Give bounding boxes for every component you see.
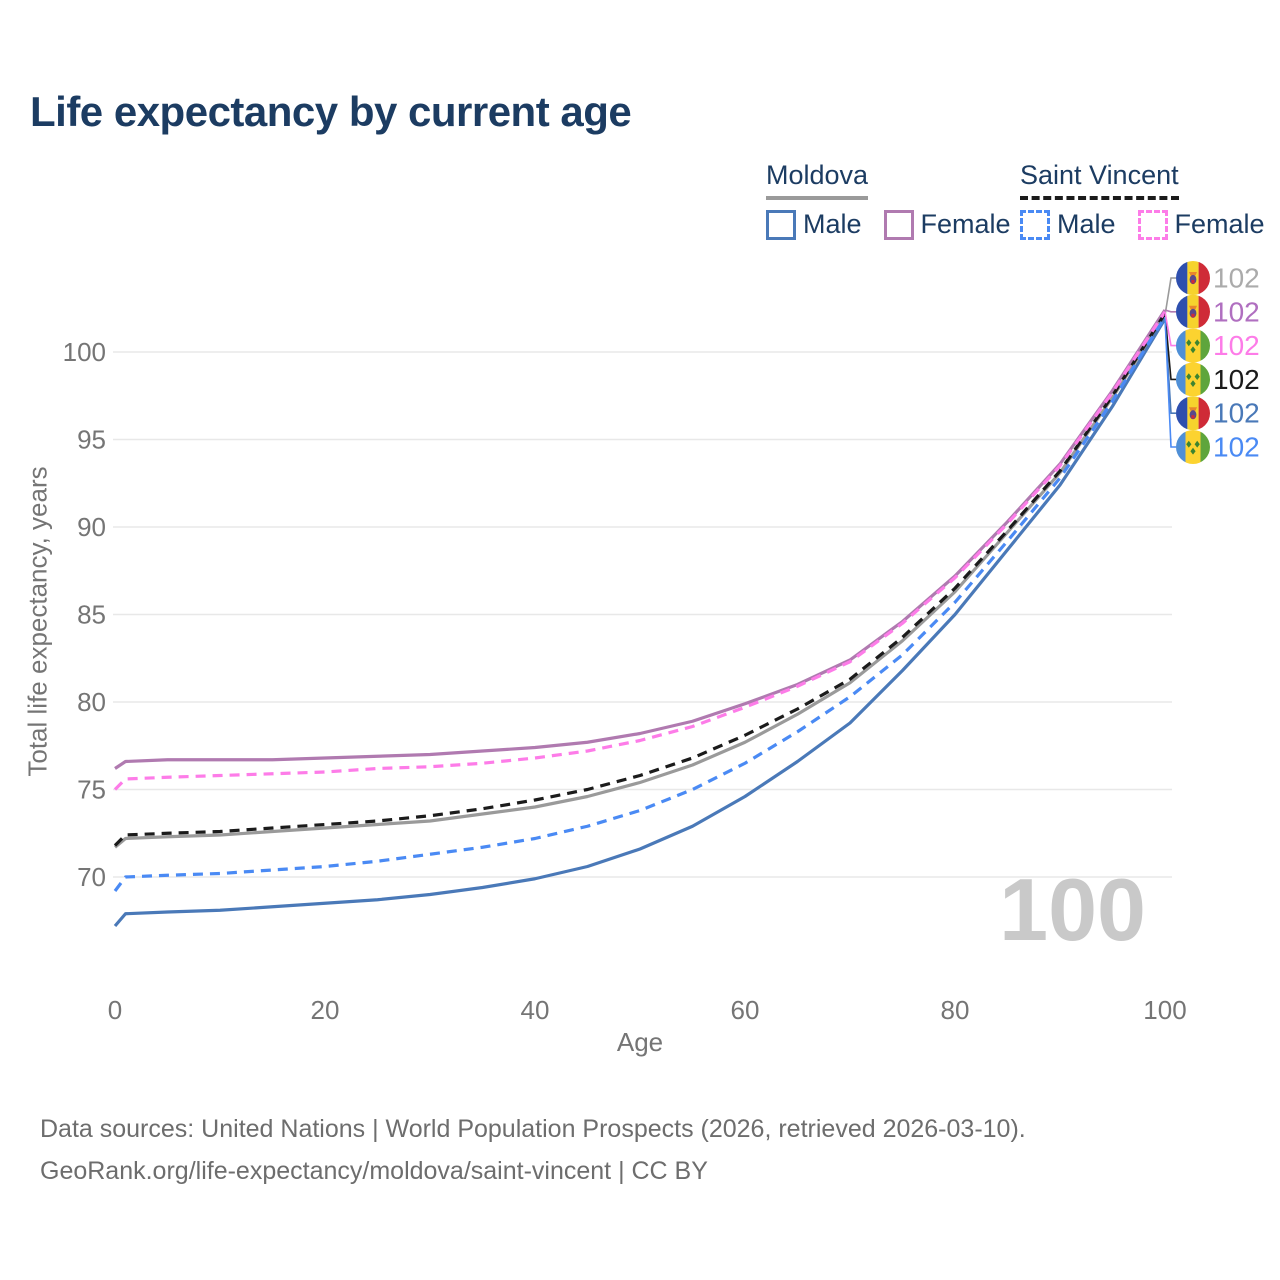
x-tick-label: 60 — [731, 995, 760, 1025]
series-line-moldova-female[interactable] — [114, 309, 1167, 770]
footer-attribution: Data sources: United Nations | World Pop… — [40, 1108, 1026, 1192]
legend-items-moldova: Male Female — [766, 209, 1011, 240]
legend-group-moldova: Moldova Male Female — [766, 160, 1011, 240]
data-sources-line: Data sources: United Nations | World Pop… — [40, 1115, 1026, 1143]
series-line-moldova-male[interactable] — [113, 317, 1167, 928]
legend-label-moldova-female: Female — [920, 209, 1011, 239]
legend-swatch-moldova-female-icon — [883, 209, 914, 240]
legend-swatch-saint-vincent-male-icon — [1020, 209, 1050, 240]
series-line-moldova-both[interactable] — [113, 314, 1167, 849]
y-tick-label: 100 — [63, 337, 106, 367]
flag-saint-vincent-icon — [1176, 362, 1210, 397]
legend-item-moldova-female[interactable]: Female — [883, 209, 1011, 240]
legend-header-moldova[interactable]: Moldova — [766, 160, 869, 200]
flag-moldova-icon — [1176, 261, 1210, 295]
flag-moldova-icon — [1176, 396, 1210, 431]
end-value-label-saint-vincent-female: 102 — [1213, 330, 1260, 361]
y-tick-label: 95 — [77, 425, 106, 455]
end-value-label-moldova-female: 102 — [1213, 296, 1260, 327]
y-tick-label: 70 — [77, 862, 106, 892]
leader-line — [1164, 311, 1176, 347]
legend-label-saint-vincent-female: Female — [1174, 209, 1265, 239]
x-tick-label: 100 — [1143, 995, 1186, 1025]
y-tick-label: 85 — [77, 600, 106, 630]
x-tick-label: 40 — [521, 995, 550, 1025]
y-tick-label: 90 — [77, 512, 106, 542]
legend-swatch-saint-vincent-female-icon — [1137, 209, 1168, 240]
legend-header-saint-vincent[interactable]: Saint Vincent — [1020, 160, 1179, 200]
end-value-label-moldova-male: 102 — [1213, 398, 1260, 429]
hovered-age-watermark: 100 — [999, 860, 1146, 959]
flag-saint-vincent-icon — [1176, 328, 1210, 363]
leader-line — [1164, 313, 1176, 381]
x-axis-title: Age — [616, 1027, 664, 1057]
source-url-line: GeoRank.org/life-expectancy/moldova/sain… — [40, 1157, 708, 1185]
legend-swatch-moldova-male-icon — [766, 209, 796, 240]
leader-line — [1164, 316, 1176, 448]
legend-item-moldova-male[interactable]: Male — [766, 209, 862, 240]
legend-items-saint-vincent: Male Female — [1020, 209, 1265, 240]
y-tick-label: 75 — [77, 775, 106, 805]
series-line-saint-vincent-both[interactable] — [113, 312, 1167, 847]
leader-line — [1164, 309, 1176, 313]
y-axis-title: Total life expectancy, years — [22, 466, 53, 777]
leader-line — [1164, 277, 1176, 316]
legend-item-saint-vincent-female[interactable]: Female — [1137, 209, 1265, 240]
x-tick-label: 20 — [311, 995, 340, 1025]
y-tick-label: 80 — [77, 687, 106, 717]
legend-label-saint-vincent-male: Male — [1057, 209, 1116, 239]
legend-item-saint-vincent-male[interactable]: Male — [1020, 209, 1116, 240]
flag-moldova-icon — [1176, 294, 1210, 329]
series-line-saint-vincent-male[interactable] — [113, 316, 1167, 892]
legend-label-moldova-male: Male — [803, 209, 862, 239]
page-title: Life expectancy by current age — [30, 88, 632, 135]
x-tick-label: 0 — [108, 995, 122, 1025]
flag-saint-vincent-icon — [1176, 430, 1210, 464]
end-value-label-saint-vincent-male: 102 — [1213, 432, 1260, 463]
legend-group-saint-vincent: Saint Vincent Male Female — [1020, 160, 1265, 240]
end-value-label-moldova-both: 102 — [1213, 263, 1260, 294]
x-tick-label: 80 — [941, 995, 970, 1025]
end-value-label-saint-vincent-both: 102 — [1213, 364, 1260, 395]
